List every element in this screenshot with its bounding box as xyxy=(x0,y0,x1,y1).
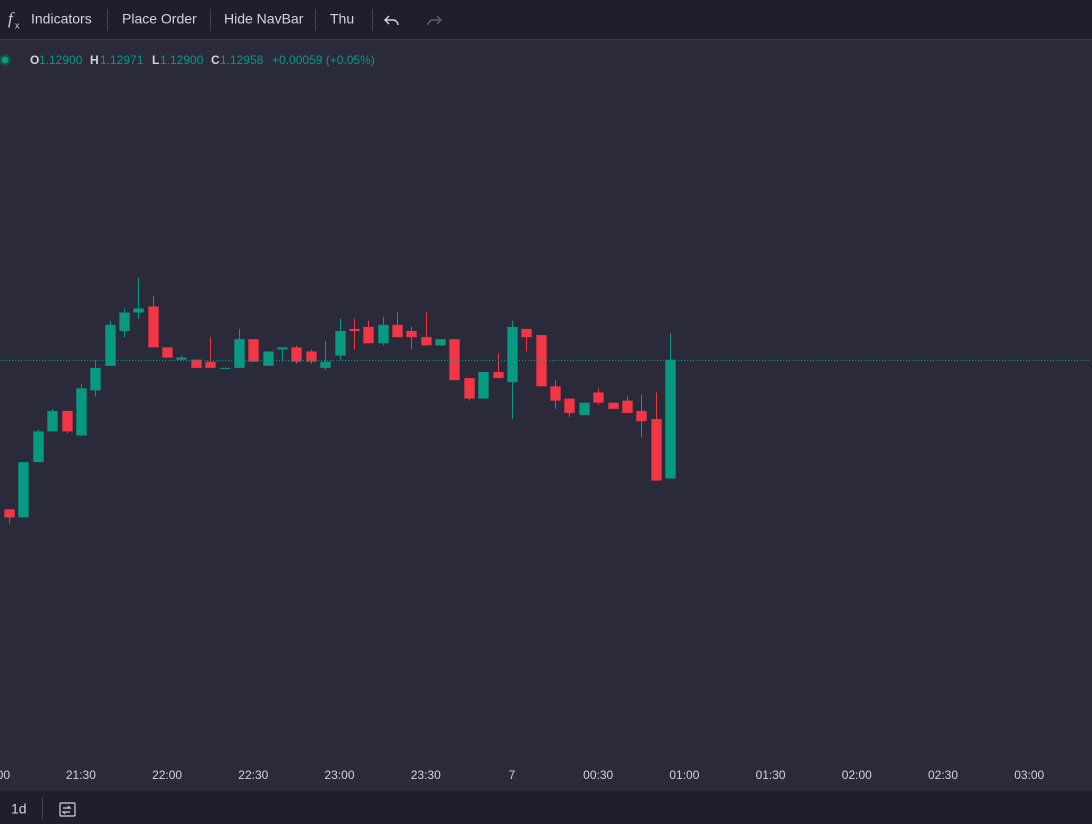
candle-body xyxy=(507,326,518,383)
candle-body xyxy=(277,347,288,350)
candle-body xyxy=(133,308,144,313)
x-tick-label: 01:30 xyxy=(756,768,786,782)
candle-body xyxy=(536,335,547,387)
candle-body xyxy=(636,410,647,422)
candle-body xyxy=(435,339,446,346)
x-tick-label: 00 xyxy=(0,768,10,782)
status-dot xyxy=(1,56,9,64)
candle-body xyxy=(421,337,432,346)
fx-icon: f xyxy=(8,9,15,28)
candle-body xyxy=(378,324,389,344)
candle-body xyxy=(406,330,417,338)
change-value: +0.00059 (+0.05%) xyxy=(272,53,375,67)
candle-body xyxy=(493,371,504,379)
candle-body xyxy=(148,306,159,348)
candle-body xyxy=(90,367,101,391)
high-value: 1.12971 xyxy=(100,53,144,67)
candle-body xyxy=(349,328,360,331)
candle-body xyxy=(335,330,346,356)
candle-body xyxy=(76,388,87,436)
candle-body xyxy=(18,462,29,518)
candle-body xyxy=(608,402,619,409)
close-value: 1.12958 xyxy=(220,53,264,67)
x-tick-label: 03:00 xyxy=(1014,768,1044,782)
x-tick-label: 02:30 xyxy=(928,768,958,782)
candle-body xyxy=(449,339,460,381)
candle-body xyxy=(105,324,116,366)
candle-body xyxy=(248,339,259,362)
candle-body xyxy=(665,359,676,479)
redo-button[interactable] xyxy=(427,15,442,26)
calendar-icon xyxy=(59,802,76,817)
candle-body xyxy=(205,361,216,368)
candle-body xyxy=(593,392,604,403)
bottom-bar xyxy=(0,791,1092,824)
open-value: 1.12900 xyxy=(39,53,83,67)
candle-body xyxy=(263,351,274,366)
candle-body xyxy=(320,361,331,368)
x-tick-label: 00:30 xyxy=(583,768,613,782)
candle-body xyxy=(363,326,374,344)
x-tick-label: 21:30 xyxy=(66,768,96,782)
indicators-label: Indicators xyxy=(31,11,92,27)
low-value: 1.12900 xyxy=(160,53,204,67)
candle-body xyxy=(622,400,633,413)
candle-body xyxy=(651,419,662,481)
candle-body xyxy=(521,328,532,338)
candle-body xyxy=(306,351,317,362)
candle-body xyxy=(579,402,590,415)
x-tick-label: 02:00 xyxy=(842,768,872,782)
candle-body xyxy=(234,339,245,368)
hide-navbar-button[interactable]: Hide NavBar xyxy=(224,11,304,27)
x-tick-label: 22:00 xyxy=(152,768,182,782)
candle-body xyxy=(33,431,44,463)
x-tick-label: 22:30 xyxy=(238,768,268,782)
undo-button[interactable] xyxy=(384,15,399,26)
low-label: L xyxy=(152,53,159,67)
place-order-button[interactable]: Place Order xyxy=(122,11,197,27)
x-tick-label: 23:30 xyxy=(411,768,441,782)
indicators-button[interactable]: f x Indicators xyxy=(8,9,92,30)
x-tick-label: 7 xyxy=(509,768,516,782)
candle-body xyxy=(220,367,231,369)
x-tick-label: 01:00 xyxy=(669,768,699,782)
candle-body xyxy=(62,410,73,432)
toolbar xyxy=(0,0,1092,39)
candle-body xyxy=(119,312,130,331)
day-button[interactable]: Thu xyxy=(330,11,354,27)
candle-body xyxy=(478,371,489,399)
candle-body xyxy=(291,347,302,362)
candle-body xyxy=(191,359,202,368)
interval-button[interactable]: 1d xyxy=(11,801,27,817)
close-label: C xyxy=(211,53,220,67)
candle-body xyxy=(392,324,403,338)
candle-body xyxy=(564,398,575,413)
x-tick-label: 23:00 xyxy=(325,768,355,782)
fx-icon-sub: x xyxy=(15,20,20,30)
open-label: O xyxy=(30,53,39,67)
high-label: H xyxy=(90,53,99,67)
date-range-button[interactable] xyxy=(59,802,76,817)
candle-body xyxy=(4,509,15,518)
candle-body xyxy=(550,386,561,401)
candle-body xyxy=(47,410,58,432)
candle-body xyxy=(176,357,187,360)
candle-body xyxy=(464,378,475,399)
candle-body xyxy=(162,347,173,358)
arrows-icon xyxy=(61,805,72,815)
